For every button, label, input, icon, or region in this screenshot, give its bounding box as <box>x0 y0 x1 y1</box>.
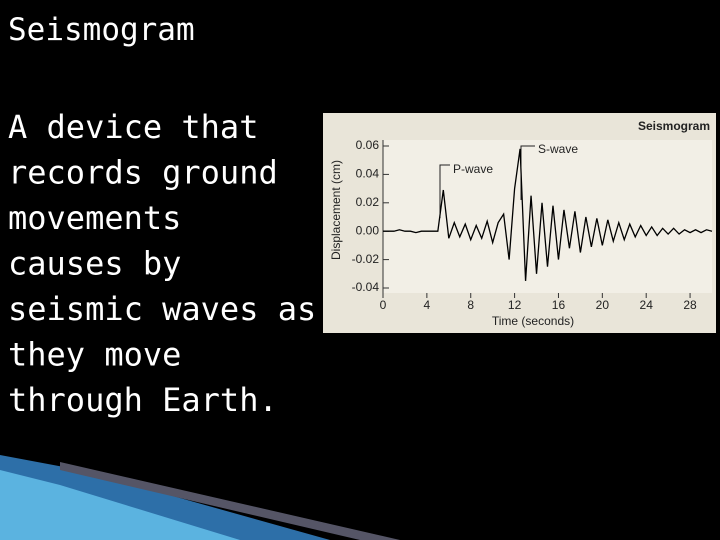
x-tick-label: 24 <box>640 298 654 312</box>
x-tick-label: 12 <box>508 298 522 312</box>
y-tick-label: -0.02 <box>352 252 380 266</box>
x-tick-label: 20 <box>596 298 610 312</box>
y-axis-label: Displacement (cm) <box>329 160 343 260</box>
swoosh <box>60 462 400 540</box>
x-tick-label: 28 <box>683 298 697 312</box>
seismogram-trace <box>383 148 713 281</box>
x-axis-label: Time (seconds) <box>492 314 574 328</box>
y-tick-label: -0.04 <box>352 280 380 294</box>
body-line: movements <box>8 199 181 237</box>
x-tick-label: 8 <box>467 298 474 312</box>
swoosh <box>0 470 240 540</box>
body-text: A device that records ground movements caus… <box>8 108 316 419</box>
body-line: A device that <box>8 108 258 146</box>
body-line: through Earth. <box>8 381 278 419</box>
plot-area <box>383 140 712 293</box>
y-tick-label: 0.06 <box>356 138 380 152</box>
body-line: causes by <box>8 245 181 283</box>
body-line: they move <box>8 336 181 374</box>
annotation: S-wave <box>538 142 578 156</box>
annotation: P-wave <box>453 162 493 176</box>
x-tick-label: 16 <box>552 298 566 312</box>
annotation-pointer <box>439 164 450 218</box>
body-line: records ground <box>8 154 278 192</box>
chart-title: Seismogram <box>638 119 710 133</box>
slide-title: Seismogram <box>8 12 195 48</box>
y-tick-label: 0.00 <box>356 223 380 237</box>
y-tick-label: 0.02 <box>356 195 380 209</box>
y-tick-label: 0.04 <box>356 167 380 181</box>
body-line: seismic waves as <box>8 290 316 328</box>
x-tick-label: 0 <box>380 298 387 312</box>
x-tick-label: 4 <box>424 298 431 312</box>
